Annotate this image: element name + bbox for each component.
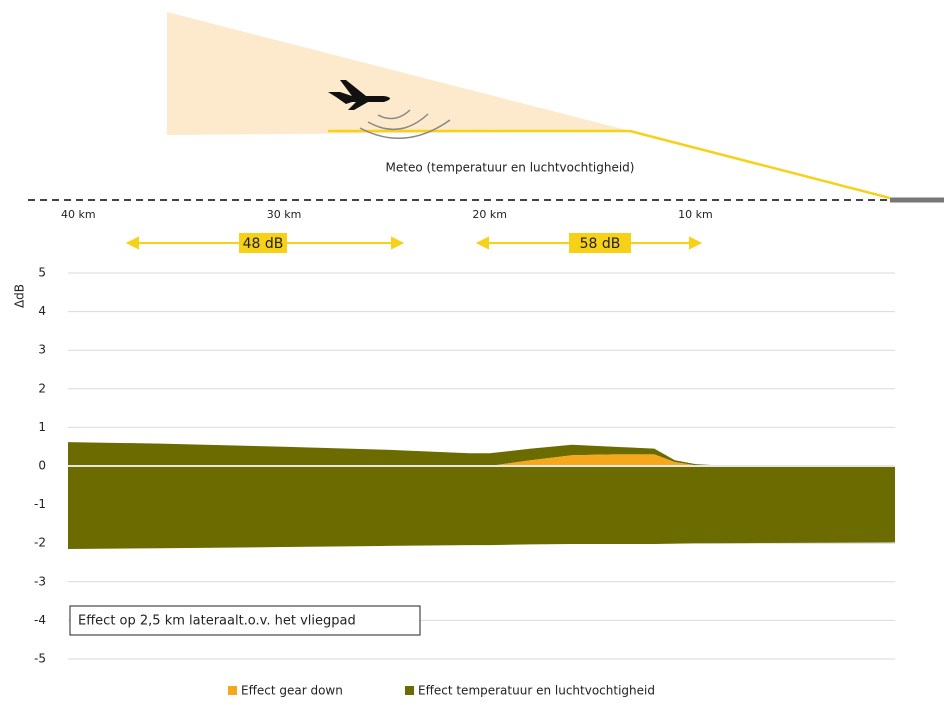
meteo-label: Meteo (temperatuur en luchtvochtigheid): [386, 161, 635, 175]
sound-wave: [367, 113, 429, 131]
x-tick-label: 10 km: [678, 208, 713, 221]
y-tick-label: -5: [34, 652, 46, 666]
diagram: Meteo (temperatuur en luchtvochtigheid) …: [28, 12, 944, 253]
legend-swatch: [228, 686, 237, 695]
sound-wave: [359, 119, 451, 139]
note: Effect op 2,5 km lateraalt.o.v. het vlie…: [78, 614, 356, 629]
sound-cone: [167, 12, 630, 135]
area-temperature-lower: [68, 466, 895, 549]
x-tick-label: 40 km: [61, 208, 96, 221]
y-tick-label: -2: [34, 536, 46, 550]
db-label-box: [569, 233, 631, 253]
y-axis-label: ΔdB: [13, 284, 27, 308]
area-temperature-upper: [68, 442, 895, 466]
y-tick-label: 1: [38, 420, 46, 434]
y-tick-label: -4: [34, 613, 46, 627]
sound-wave: [377, 109, 411, 120]
note-box: [69, 605, 421, 636]
legend: Effect gear down Effect temperatuur en lu…: [228, 684, 655, 698]
db-label-box: [239, 233, 287, 253]
y-tick-label: -1: [34, 497, 46, 511]
x-tick-label: 20 km: [472, 208, 507, 221]
x-tick-label: 30 km: [267, 208, 302, 221]
db-label: 58 dB: [580, 236, 621, 252]
flight-path: [328, 129, 891, 200]
y-tick-label: 2: [38, 381, 46, 395]
legend-label: Effect temperatuur en luchtvochtigheid: [418, 684, 655, 698]
y-tick-label: 3: [38, 343, 46, 357]
legend-swatch: [405, 686, 414, 695]
db-label: 48 dB: [243, 236, 284, 252]
y-tick-label: 4: [38, 304, 46, 318]
y-tick-label: -3: [34, 574, 46, 588]
legend-label: Effect gear down: [241, 684, 343, 698]
y-tick-label: 0: [38, 459, 46, 473]
plot-area: -5 -4 -3 -2 -1 0 1 2 3 4 5: [34, 266, 895, 666]
y-tick-label: 5: [38, 266, 46, 280]
airplane: [328, 80, 390, 110]
